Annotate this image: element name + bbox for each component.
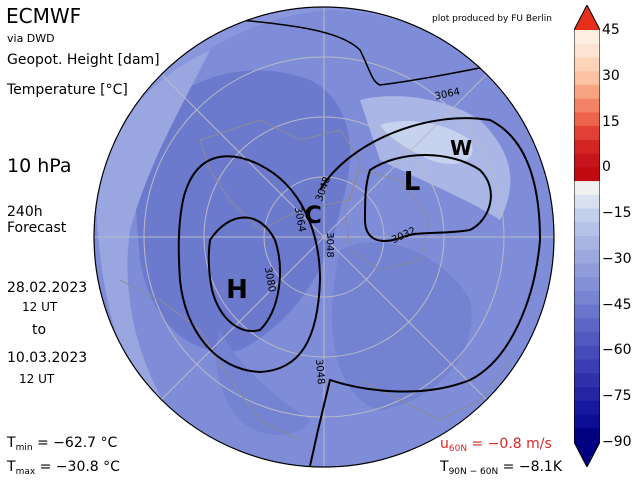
colorbar-segment [574,345,600,361]
colorbar-segment [574,57,600,72]
colorbar-segment [574,126,600,141]
start-time: 12 UT [22,300,58,314]
colorbar [574,5,600,467]
end-date: 10.03.2023 [7,350,88,366]
colorbar-segment [574,84,600,100]
colorbar-segment [574,400,600,416]
high-marker: H [226,275,248,305]
tmin-symbol: T [7,435,16,451]
colorbar-segment [574,428,600,443]
colorbar-segment [574,167,600,182]
source-label: via DWD [7,32,55,45]
colorbar-segment [574,222,600,237]
contour-3064-outer [239,19,521,86]
temperature-difference-stat: T90N − 60N = −8.1K [440,459,562,477]
zonal-wind-stat: u60N = −0.8 m/s [440,436,552,454]
tmin-stat: Tmin = −62.7 °C [7,435,117,453]
contour-label: 3048 [324,232,335,257]
end-time: 12 UT [19,372,55,386]
colorbar-segment [574,98,600,113]
colorbar-segment [574,236,600,251]
temperature-label: Temperature [°C] [7,82,128,98]
warm-marker: W [450,136,472,160]
tmin-value: = −62.7 °C [37,435,118,451]
colorbar-tick-label: −75 [602,388,632,405]
colorbar-tick-label: 0 [602,159,611,176]
contour-3080 [207,216,281,332]
t-symbol: T [440,459,449,475]
colorbar-segment [574,318,600,333]
colorbar-segment [574,332,600,347]
contour-3048 [309,117,542,467]
u-symbol: u [440,436,449,452]
colorbar-segment [574,153,600,168]
map-border [93,6,555,468]
forecast-type: Forecast [7,220,67,236]
colorbar-segment [574,194,600,210]
colorbar-segment [574,263,600,278]
colorbar-segment [574,290,600,306]
colorbar-tick-label: 15 [602,113,620,130]
tmax-symbol: T [7,459,16,475]
low-marker: L [404,167,421,197]
tmax-subscript: max [15,467,36,477]
colorbar-tick-label: 30 [602,67,620,84]
contour-label: 3064 [434,87,461,103]
colorbar-segment [574,181,600,196]
tmax-value: = −30.8 °C [39,459,120,475]
colorbar-tick-label: −30 [602,250,632,267]
credit-label: plot produced by FU Berlin [432,14,552,24]
colorbar-segment [574,277,600,292]
colorbar-segment [574,359,600,374]
forecast-hours: 240h [7,204,43,220]
pressure-level: 10 hPa [7,155,72,177]
contour-label: 3064 [292,206,307,233]
colorbar-segment [574,304,600,319]
colorbar-segment [574,43,600,58]
model-title: ECMWF [6,4,82,28]
geopotential-label: Geopot. Height [dam] [7,52,160,68]
colorbar-segment [574,373,600,388]
colorbar-tick-label: −60 [602,342,632,359]
colorbar-bottom-arrow [574,442,600,467]
to-label: to [32,322,47,338]
tmax-stat: Tmax = −30.8 °C [7,459,120,477]
colorbar-segment [574,139,600,155]
colorbar-segment [574,414,600,429]
u-subscript: 60N [448,444,468,454]
contour-3064 [177,155,322,374]
colorbar-segment [574,30,600,45]
t-subscript: 90N − 60N [448,467,499,477]
colorbar-segment [574,71,600,86]
colorbar-segment [574,387,600,402]
t-value: = −8.1K [502,459,563,475]
colorbar-segment [574,208,600,223]
colorbar-tick-label: 45 [602,22,620,38]
u-value: = −0.8 m/s [471,436,552,452]
colorbar-tick-label: −45 [602,296,632,313]
colorbar-segment [574,112,600,127]
contour-label: 3048 [313,359,326,385]
contour-3032 [363,154,492,242]
colorbar-tick-label: −15 [602,205,632,222]
tmin-subscript: min [15,443,33,453]
cold-marker: C [304,201,322,229]
start-date: 28.02.2023 [7,280,88,296]
colorbar-top-arrow [574,5,600,30]
colorbar-segment [574,249,600,264]
colorbar-tick-label: −90 [602,434,632,450]
cold-region [135,70,350,352]
contour-label: 3080 [262,266,277,293]
